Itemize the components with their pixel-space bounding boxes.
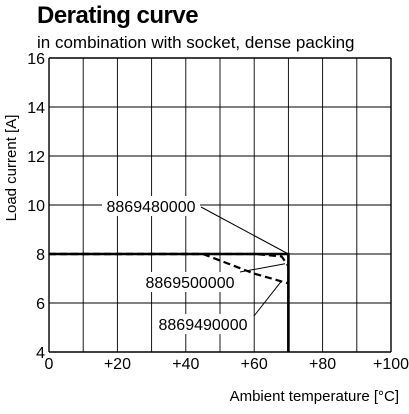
x-tick-label: +80 [309, 356, 336, 373]
y-tick-label: 16 [27, 51, 45, 68]
x-tick-label: +60 [241, 356, 268, 373]
callout-label: 8869500000 [146, 275, 235, 292]
x-tick-label: +40 [172, 356, 199, 373]
chart-title: Derating curve [37, 2, 199, 29]
y-tick-label: 12 [27, 149, 45, 166]
y-tick-label: 14 [27, 100, 45, 117]
y-tick-label: 6 [36, 296, 45, 313]
callout-leader [200, 206, 289, 255]
callout-background [154, 314, 252, 334]
series-line-8869490000 [49, 252, 290, 352]
x-axis-label: Ambient temperature [°C] [230, 388, 399, 405]
x-tick-label: 0 [45, 356, 54, 373]
callout-label: 8869490000 [159, 317, 248, 334]
callout-leader [239, 263, 286, 273]
callout-background [102, 196, 200, 216]
y-tick-label: 10 [27, 198, 45, 215]
chart-subtitle: in combination with socket, dense packin… [37, 33, 355, 52]
tick-labels: 0 +20 +40 +60 +80 +100 4 6 8 10 12 14 16 [27, 51, 409, 373]
x-tick-label: +100 [373, 356, 409, 373]
grid-lines [48, 57, 392, 353]
callout-label: 8869480000 [107, 199, 196, 216]
callout-background [141, 272, 239, 292]
callout-leader [253, 280, 282, 317]
y-tick-label: 8 [36, 247, 45, 264]
y-tick-label: 4 [36, 345, 45, 362]
x-tick-label: +20 [104, 356, 131, 373]
y-axis-label: Load current [A] [3, 115, 20, 222]
callouts: 8869480000 8869500000 8869490000 [102, 196, 289, 334]
